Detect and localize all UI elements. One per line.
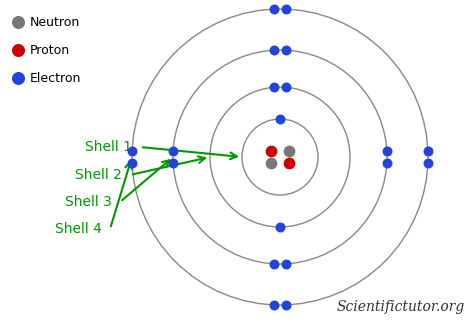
- Point: [271, 261, 278, 267]
- Point: [282, 6, 290, 12]
- Point: [271, 47, 278, 53]
- Point: [271, 6, 278, 12]
- Point: [169, 149, 177, 154]
- Point: [282, 47, 290, 53]
- Text: Proton: Proton: [30, 43, 70, 56]
- Text: Shell 1: Shell 1: [85, 140, 132, 154]
- Text: Electron: Electron: [30, 71, 82, 85]
- Point: [282, 84, 290, 90]
- Point: [383, 160, 391, 165]
- Point: [285, 160, 292, 166]
- Point: [282, 261, 290, 267]
- Point: [282, 302, 290, 308]
- Point: [383, 149, 391, 154]
- Text: Shell 2: Shell 2: [75, 168, 122, 182]
- Point: [285, 148, 292, 154]
- Point: [424, 160, 432, 165]
- Text: Neutron: Neutron: [30, 16, 80, 29]
- Point: [271, 302, 278, 308]
- Point: [271, 84, 278, 90]
- Text: Shell 3: Shell 3: [65, 195, 112, 209]
- Point: [128, 149, 136, 154]
- Point: [128, 160, 136, 165]
- Point: [424, 149, 432, 154]
- Point: [169, 160, 177, 165]
- Point: [14, 75, 22, 81]
- Point: [268, 148, 275, 154]
- Point: [268, 160, 275, 166]
- Text: Shell 4: Shell 4: [55, 222, 102, 236]
- Point: [14, 19, 22, 25]
- Text: Scientifictutor.org: Scientifictutor.org: [337, 300, 465, 314]
- Point: [14, 47, 22, 53]
- Point: [276, 116, 284, 122]
- Point: [276, 224, 284, 230]
